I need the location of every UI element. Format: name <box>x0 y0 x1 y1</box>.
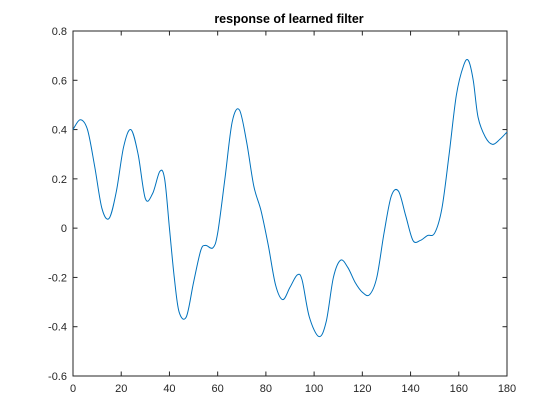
series-line <box>72 58 508 338</box>
y-tick-label: -0.6 <box>48 371 67 383</box>
x-tick-label: 0 <box>70 383 76 395</box>
y-tick-label: 0.6 <box>52 75 67 87</box>
x-tick-label: 60 <box>212 383 224 395</box>
series-layer <box>72 58 508 338</box>
y-tick-label: 0 <box>61 223 67 235</box>
x-tick-label: 100 <box>305 383 323 395</box>
y-tick-label: 0.4 <box>52 125 67 137</box>
x-tick-label: 120 <box>353 383 371 395</box>
axis-ticks: 0 20 40 60 80 100 120 140 160 180 -0.6 -0.4 -0.2 0 0.2… <box>48 26 516 395</box>
plot-area <box>72 30 508 377</box>
x-tick-label: 160 <box>450 383 468 395</box>
x-tick-label: 80 <box>260 383 272 395</box>
y-tick-label: -0.2 <box>48 272 67 284</box>
chart-title: response of learned filter <box>214 12 363 26</box>
y-tick-label: 0.2 <box>52 174 67 186</box>
x-tick-label: 140 <box>401 383 419 395</box>
x-tick-label: 40 <box>163 383 175 395</box>
y-tick-label: 0.8 <box>52 26 67 38</box>
x-tick-label: 20 <box>115 383 127 395</box>
y-tick-label: -0.4 <box>48 322 67 334</box>
x-tick-label: 180 <box>498 383 516 395</box>
